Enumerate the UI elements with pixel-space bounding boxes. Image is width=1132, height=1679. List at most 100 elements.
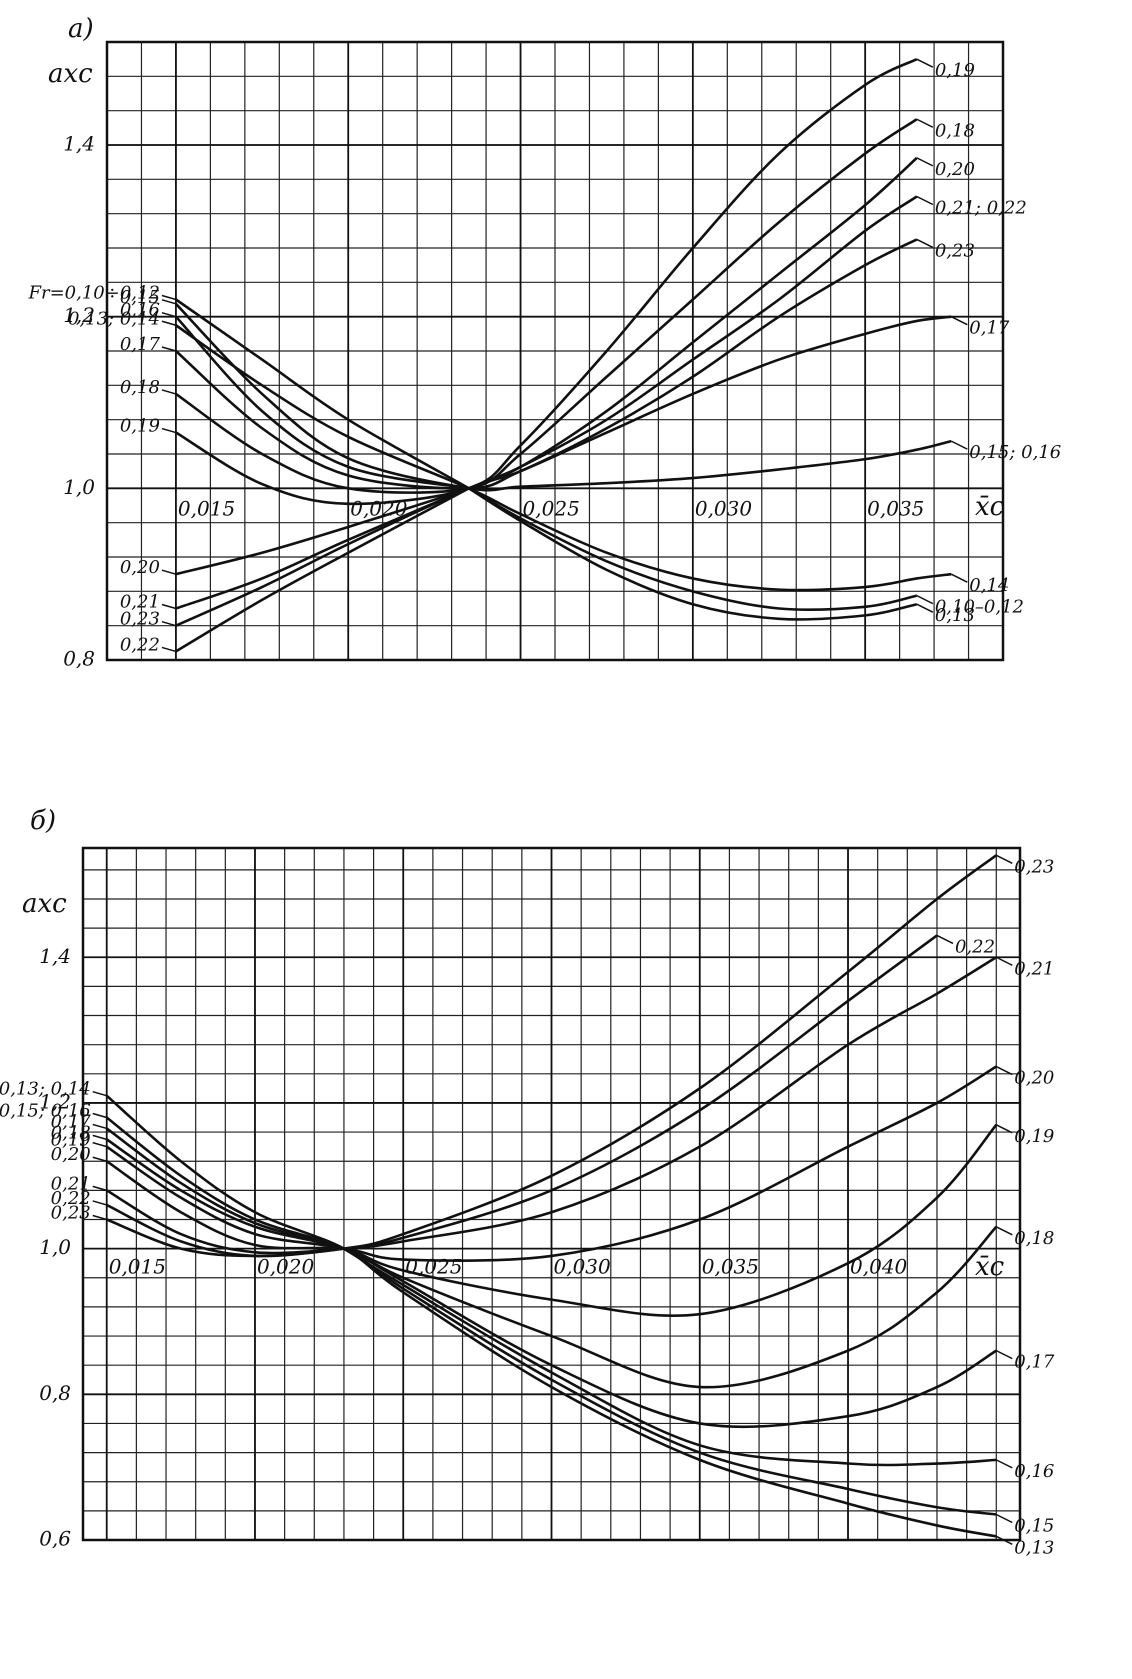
curve-label-right: 0,18 xyxy=(1014,1228,1054,1249)
leader-line xyxy=(916,238,934,249)
y-tick-label: 1,0 xyxy=(63,475,95,499)
curve xyxy=(175,487,470,653)
curve-label-right: 0,17 xyxy=(969,318,1010,339)
curve-label-left: Fr=0,13; 0,14 xyxy=(0,1079,91,1100)
leader-line xyxy=(92,1214,107,1221)
curve-label-right: 0,20 xyxy=(1014,1068,1054,1089)
curve xyxy=(106,854,998,1258)
leader-line xyxy=(161,346,177,352)
leader-line xyxy=(161,646,177,653)
leader-line xyxy=(916,195,934,206)
curve-label-left: 0,15; 0,16 xyxy=(0,1101,91,1122)
curve xyxy=(175,57,918,506)
curve-label-right: 0,20 xyxy=(935,159,975,180)
curve xyxy=(105,1127,997,1429)
leader-line xyxy=(995,1459,1013,1469)
y-tick-label: 0,8 xyxy=(63,647,95,671)
curve-label-left: 0,21 xyxy=(120,592,160,613)
curve xyxy=(175,156,918,576)
curve-label-left: 0,19 xyxy=(120,416,160,437)
leader-line xyxy=(92,1112,107,1119)
curve-label-left: 0,16 xyxy=(120,300,160,321)
curve-label-left: 0,19 xyxy=(51,1130,91,1151)
curve-label-left: 0,21 xyxy=(51,1173,91,1194)
y-axis-label: axc xyxy=(48,59,93,89)
leader-line xyxy=(161,603,177,610)
panel-title: б) xyxy=(30,806,56,836)
leader-line xyxy=(92,1185,107,1192)
curve xyxy=(105,1123,998,1318)
leader-line xyxy=(161,427,177,434)
curve-label-right: 0,15; 0,16 xyxy=(969,442,1061,463)
curve-label-right: 0,14 xyxy=(969,575,1009,596)
x-tick-label: 0,035 xyxy=(867,497,924,521)
x-axis-label: x̄c xyxy=(975,1252,1005,1282)
curve xyxy=(105,1065,997,1263)
curve xyxy=(105,1138,998,1389)
curve-label-right: 0,16 xyxy=(1014,1461,1054,1482)
y-tick-label: 0,6 xyxy=(39,1527,71,1551)
curve-label-right: 0,17 xyxy=(1014,1352,1055,1373)
leader-line xyxy=(950,315,968,326)
curve xyxy=(174,302,952,492)
leader-line xyxy=(916,603,934,613)
leader-line xyxy=(161,294,177,301)
curve-label-left: 0,23 xyxy=(51,1202,91,1223)
leader-line xyxy=(950,573,968,583)
x-tick-label: 0,030 xyxy=(695,497,753,521)
curve xyxy=(105,1094,997,1538)
leader-line xyxy=(161,311,177,318)
curve-label-left: 0,18 xyxy=(51,1122,91,1143)
curve-label-right: 0,13 xyxy=(935,605,975,626)
leader-line xyxy=(92,1090,107,1097)
leader-line xyxy=(995,1349,1013,1360)
y-tick-label: 1,4 xyxy=(63,132,95,156)
x-tick-label: 0,030 xyxy=(554,1255,612,1279)
curve-label-right: 0,23 xyxy=(935,240,975,261)
curve-label-right: 0,21 xyxy=(1014,958,1054,979)
curve-label-left: 0,20 xyxy=(120,557,160,578)
x-tick-label: 0,025 xyxy=(405,1255,462,1279)
x-tick-label: 0,015 xyxy=(178,497,235,521)
leader-line xyxy=(161,389,177,395)
curve-label-left: 0,22 xyxy=(120,634,160,655)
leader-line xyxy=(92,1134,107,1141)
panel-title: a) xyxy=(68,14,94,44)
leader-line xyxy=(916,58,934,68)
curve xyxy=(106,956,997,1255)
curve xyxy=(105,1116,997,1516)
curve-label-left: 0,13; 0,14 xyxy=(68,308,160,329)
y-tick-label: 1,2 xyxy=(39,1089,71,1113)
curve-label-left: 0,18 xyxy=(120,377,160,398)
leader-line xyxy=(161,320,177,326)
curve xyxy=(343,1247,997,1467)
curve-label-right: 0,23 xyxy=(1014,856,1054,877)
curve-label-right: 0,19 xyxy=(1014,1126,1054,1147)
leader-line xyxy=(995,1065,1013,1076)
leader-line xyxy=(995,1513,1013,1524)
y-tick-label: 1,4 xyxy=(39,944,71,968)
y-axis-label: axc xyxy=(22,889,67,919)
x-axis-label: x̄c xyxy=(975,492,1005,522)
curve xyxy=(175,324,952,592)
curve-label-right: 0,18 xyxy=(935,120,975,141)
curve-label-left: 0,17 xyxy=(51,1111,92,1132)
leader-line xyxy=(995,854,1013,864)
curve xyxy=(175,315,952,490)
leader-line xyxy=(161,299,177,305)
leader-line xyxy=(161,620,177,627)
leader-line xyxy=(995,1226,1013,1236)
leader-line xyxy=(92,1123,107,1130)
curve-label-right: 0,13 xyxy=(1014,1537,1054,1558)
leader-line xyxy=(916,157,934,167)
curve xyxy=(468,487,918,621)
leader-line xyxy=(916,118,934,128)
curve xyxy=(175,238,918,627)
curve-label-right: 0,10–0,12 xyxy=(935,597,1024,618)
curve xyxy=(174,315,470,490)
curve-label-right: 0,15 xyxy=(1014,1516,1054,1537)
curve-label-left: 0,15 xyxy=(120,287,160,308)
curve-label-left: 0,22 xyxy=(51,1188,91,1209)
y-tick-label: 0,8 xyxy=(39,1381,71,1405)
